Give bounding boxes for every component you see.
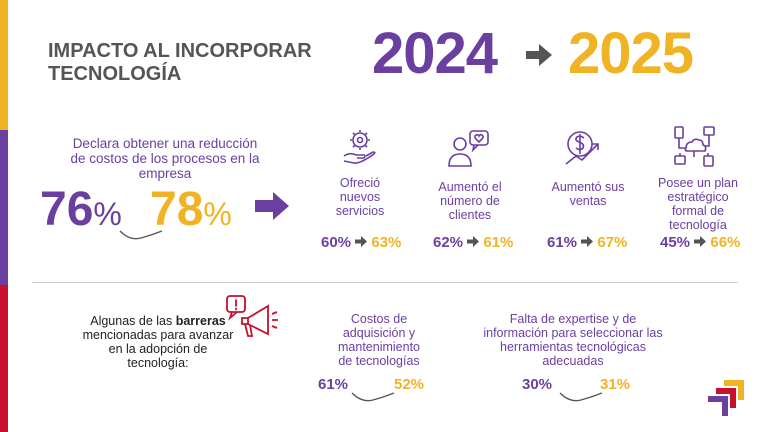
impact-label-plan: Posee un plan estratégico formal de tecn… (658, 176, 738, 232)
impact-label-services: Ofreció nuevos servicios (335, 176, 385, 218)
barrier-costs-from: 61% (318, 376, 349, 393)
section-divider (32, 282, 738, 283)
brace-connector-icon (118, 228, 164, 240)
small-arrow-icon (694, 236, 707, 247)
impact-label-clients: Aumentó el número de clientes (438, 180, 502, 222)
impact-values-clients: 62% 61% (433, 234, 514, 251)
barrier-expertise-to: 31% (600, 376, 631, 393)
impact-label-sales: Aumentó sus ventas (551, 180, 625, 208)
impact-values-sales: 61% 67% (547, 234, 628, 251)
network-plan-icon (672, 124, 716, 168)
barrier-label-expertise: Falta de expertise y de información para… (483, 312, 663, 368)
year-from: 2024 (372, 21, 498, 86)
brace-connector-icon (558, 390, 604, 402)
person-heart-icon (446, 128, 492, 168)
arrow-right-icon (526, 44, 552, 66)
gear-hand-icon (340, 126, 380, 166)
barrier-label-costs: Costos de adquisición y mantenimiento de… (338, 312, 420, 368)
barrier-costs-to: 52% (394, 376, 425, 393)
dollar-growth-icon (562, 126, 606, 168)
impact-values-services: 60% 63% (321, 234, 402, 251)
page-title: IMPACTO AL INCORPORAR TECNOLOGÍA (48, 40, 312, 85)
small-arrow-icon (355, 236, 368, 247)
brace-connector-icon (350, 390, 396, 402)
cost-reduction-text: Declara obtener una reducción de costos … (70, 136, 260, 181)
barrier-expertise-from: 30% (522, 376, 553, 393)
small-arrow-icon (581, 236, 594, 247)
side-bar-yellow (0, 0, 8, 130)
barriers-intro: Algunas de las barreras mencionadas para… (82, 314, 234, 370)
cost-reduction-2024: 76% (40, 183, 122, 236)
megaphone-alert-icon (224, 294, 280, 342)
brand-logo-icon (702, 376, 748, 422)
big-arrow-right-icon (255, 192, 289, 220)
side-bar-red (0, 285, 8, 432)
small-arrow-icon (467, 236, 480, 247)
impact-values-plan: 45% 66% (660, 234, 741, 251)
cost-reduction-2025: 78% (150, 183, 232, 236)
year-to: 2025 (568, 21, 694, 86)
side-bar-purple (0, 130, 8, 285)
